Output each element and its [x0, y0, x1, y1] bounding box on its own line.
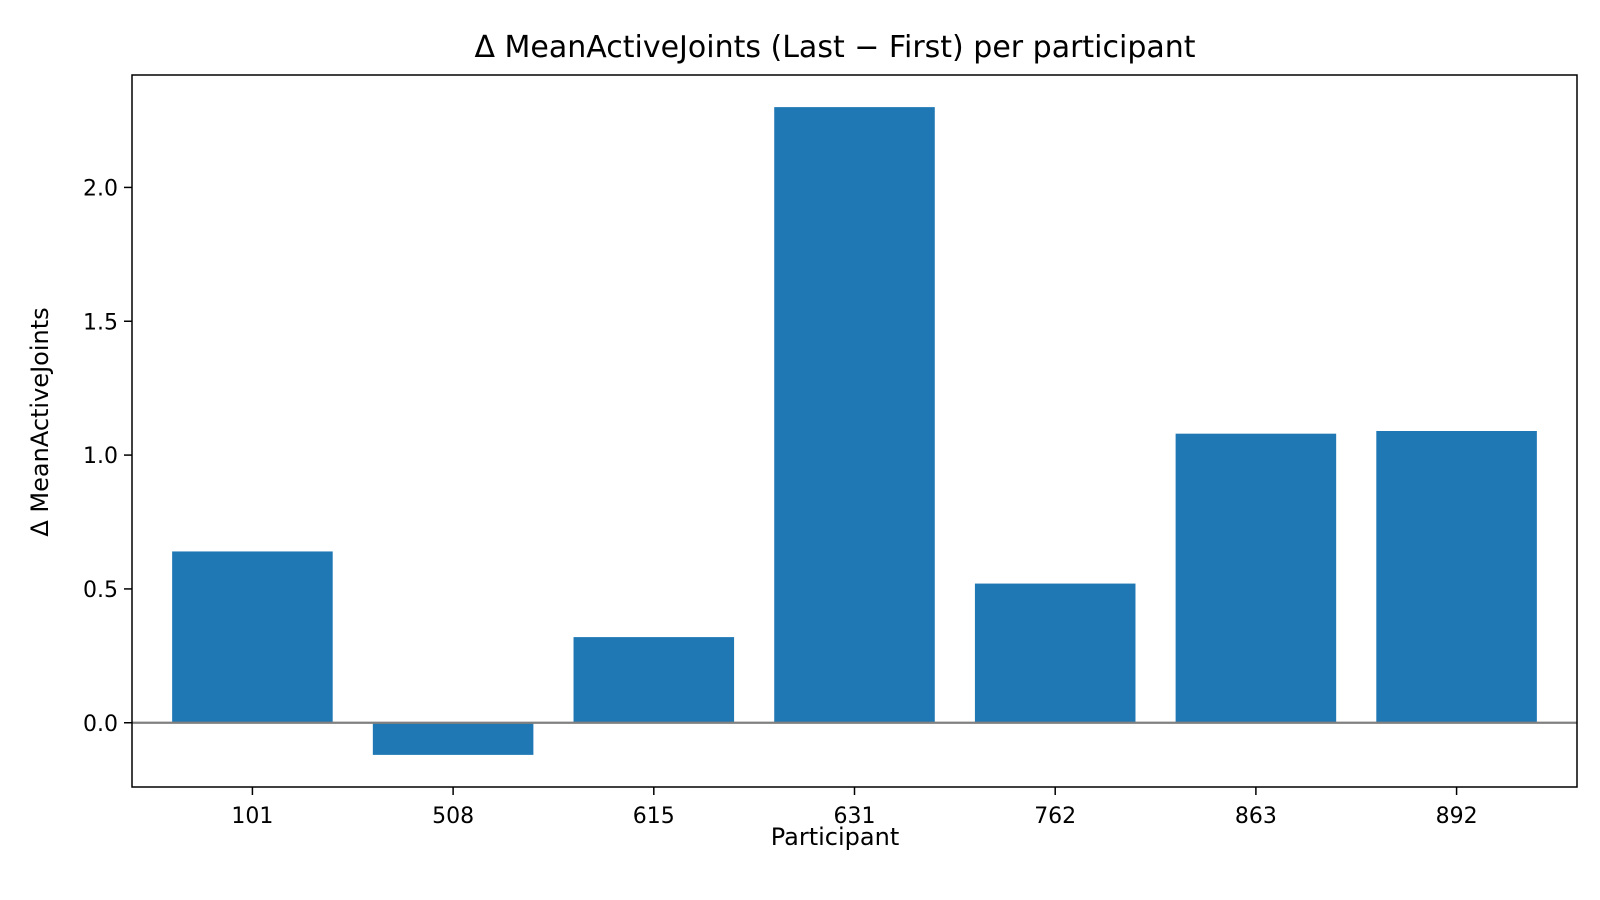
- bar-863: [1175, 433, 1337, 723]
- y-tick-label: 1.0: [83, 444, 118, 469]
- x-tick-label: 892: [1436, 804, 1478, 829]
- bar-892: [1376, 431, 1537, 723]
- x-axis-label: Participant: [771, 823, 899, 851]
- y-tick-label: 2.0: [83, 176, 118, 201]
- y-axis-label: Δ MeanActiveJoints: [26, 307, 54, 536]
- chart-title: Δ MeanActiveJoints (Last − First) per pa…: [474, 30, 1195, 65]
- x-tick-label: 615: [633, 804, 675, 829]
- x-tick-label: 762: [1034, 804, 1076, 829]
- bar-615: [573, 637, 735, 723]
- bar-631: [774, 107, 935, 723]
- bar-508: [372, 722, 534, 755]
- y-tick-label: 1.5: [83, 310, 118, 335]
- x-tick-label: 631: [834, 804, 876, 829]
- y-axis: 0.0 0.5 1.0 1.5 2.0: [83, 176, 132, 737]
- x-tick-label: 508: [432, 804, 474, 829]
- bar-101: [172, 551, 333, 723]
- y-tick-label: 0.0: [83, 712, 118, 737]
- bar-762: [974, 583, 1136, 723]
- bars-group: [172, 107, 1537, 755]
- x-tick-label: 863: [1235, 804, 1277, 829]
- x-tick-label: 101: [231, 804, 273, 829]
- x-axis: 101 508 615 631 762 863 892: [231, 787, 1478, 829]
- y-tick-label: 0.5: [83, 578, 118, 603]
